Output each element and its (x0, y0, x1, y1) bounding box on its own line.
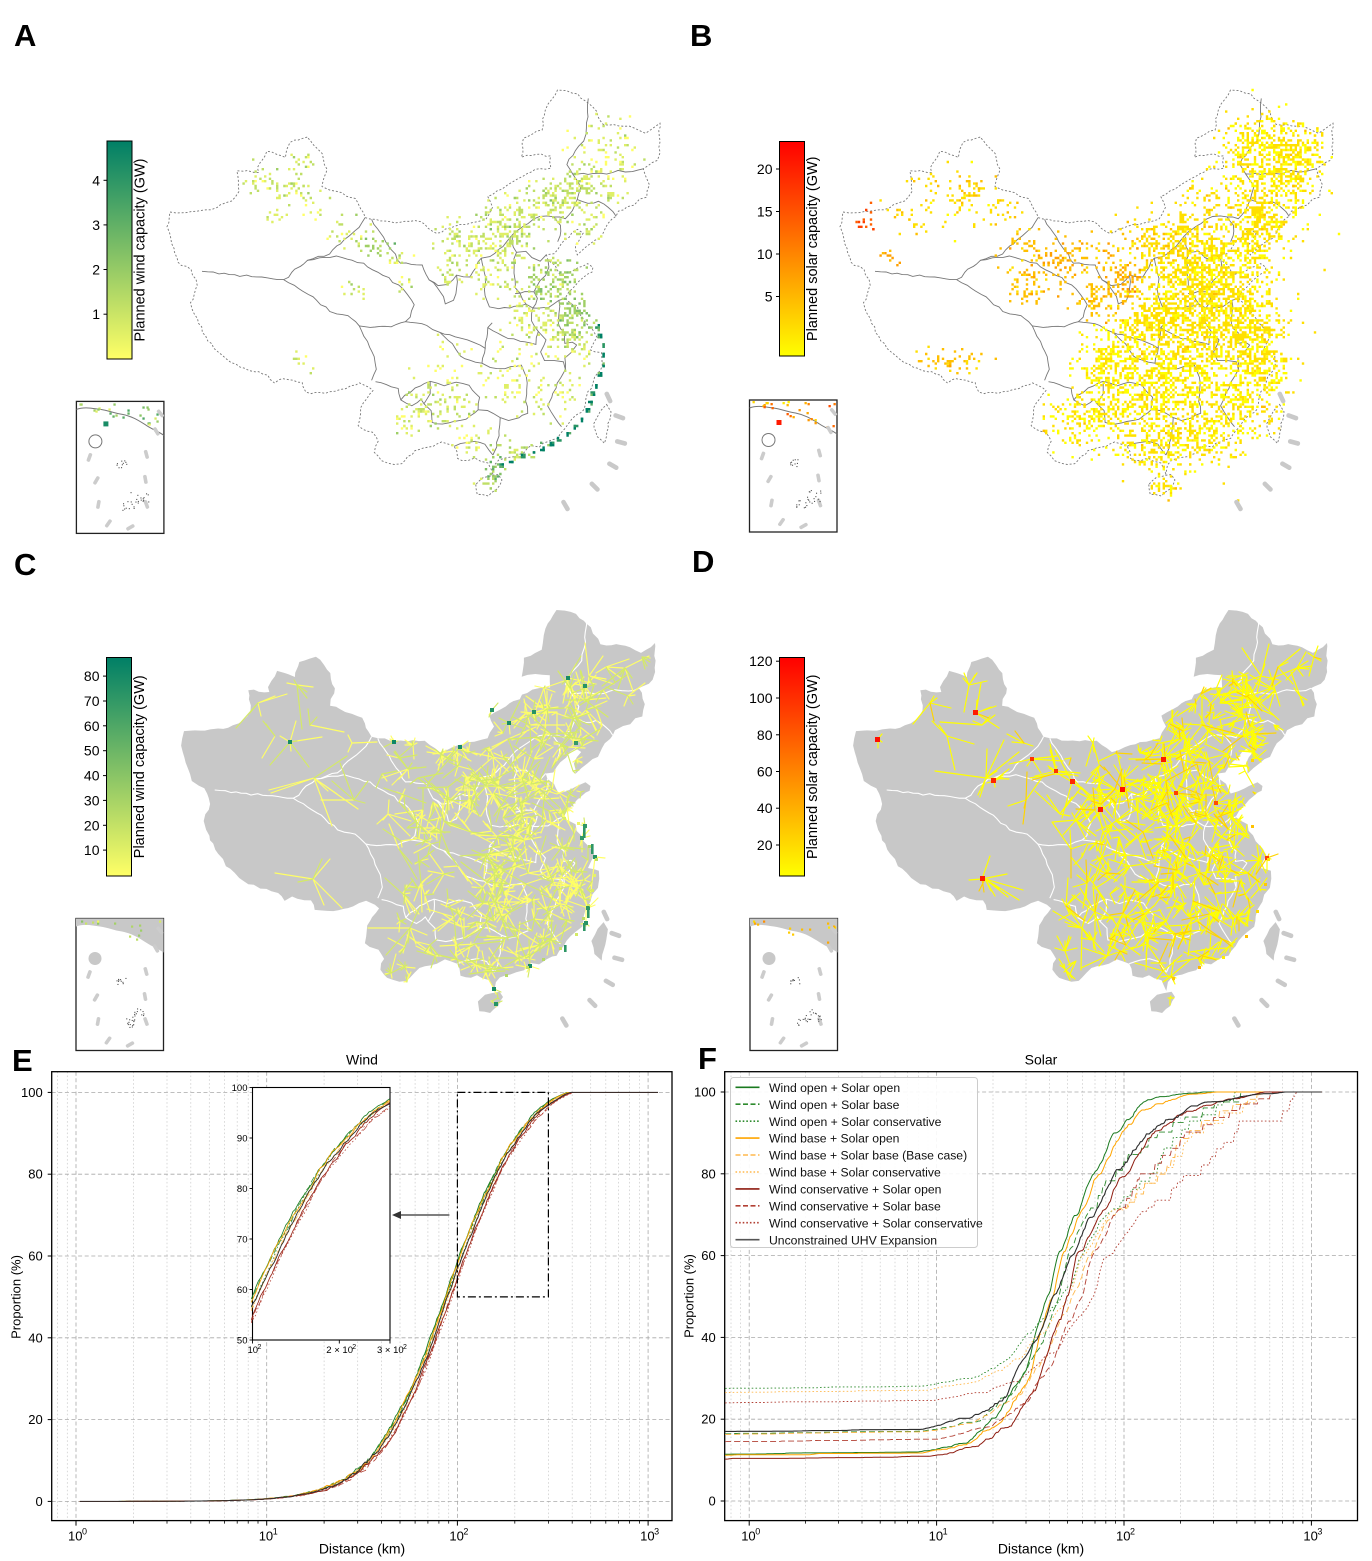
svg-text:50: 50 (84, 743, 100, 759)
svg-text:Wind base + Solar base (Base c: Wind base + Solar base (Base case) (769, 1149, 967, 1163)
svg-text:3 × 10: 3 × 10 (377, 1345, 404, 1356)
svg-text:10: 10 (640, 1529, 654, 1544)
svg-text:B: B (690, 18, 712, 53)
svg-text:4: 4 (92, 172, 100, 188)
svg-text:A: A (14, 18, 36, 53)
svg-text:0: 0 (82, 1527, 87, 1537)
svg-text:10: 10 (1116, 1529, 1130, 1544)
svg-text:10: 10 (757, 246, 773, 262)
svg-text:2: 2 (352, 1344, 356, 1351)
svg-text:3: 3 (1317, 1527, 1322, 1537)
svg-text:20: 20 (757, 837, 773, 853)
svg-text:100: 100 (232, 1083, 248, 1094)
svg-text:3: 3 (92, 217, 100, 233)
svg-text:100: 100 (694, 1085, 716, 1100)
svg-text:2: 2 (258, 1344, 262, 1351)
svg-text:100: 100 (749, 690, 773, 706)
svg-text:60: 60 (84, 718, 100, 734)
svg-text:80: 80 (701, 1166, 715, 1181)
svg-text:100: 100 (21, 1085, 43, 1100)
svg-text:10: 10 (449, 1529, 463, 1544)
svg-text:2: 2 (1130, 1527, 1135, 1537)
svg-text:2 × 10: 2 × 10 (326, 1345, 353, 1356)
svg-text:Planned wind capacity (GW): Planned wind capacity (GW) (133, 159, 149, 342)
svg-text:80: 80 (757, 727, 773, 743)
svg-text:2: 2 (463, 1527, 468, 1537)
svg-text:90: 90 (237, 1134, 248, 1145)
svg-text:Wind conservative + Solar base: Wind conservative + Solar base (769, 1199, 941, 1213)
svg-text:Wind base + Solar open: Wind base + Solar open (769, 1132, 899, 1146)
svg-text:50: 50 (237, 1336, 248, 1347)
svg-text:20: 20 (84, 817, 100, 833)
svg-text:2: 2 (92, 262, 100, 278)
svg-text:Wind open + Solar conservative: Wind open + Solar conservative (769, 1115, 942, 1129)
svg-text:Distance (km): Distance (km) (319, 1541, 405, 1557)
svg-text:70: 70 (84, 693, 100, 709)
svg-text:10: 10 (68, 1529, 82, 1544)
svg-text:80: 80 (28, 1167, 42, 1182)
svg-text:F: F (698, 1041, 717, 1076)
svg-text:Planned wind capacity (GW): Planned wind capacity (GW) (132, 675, 148, 858)
svg-text:E: E (12, 1043, 33, 1078)
svg-text:10: 10 (259, 1529, 273, 1544)
svg-text:60: 60 (701, 1248, 715, 1263)
svg-text:1: 1 (943, 1527, 948, 1537)
svg-text:0: 0 (708, 1494, 715, 1509)
svg-text:0: 0 (35, 1494, 42, 1509)
svg-text:60: 60 (237, 1285, 248, 1296)
svg-text:30: 30 (84, 792, 100, 808)
svg-text:10: 10 (929, 1529, 943, 1544)
svg-text:60: 60 (28, 1249, 42, 1264)
svg-text:10: 10 (1303, 1529, 1317, 1544)
svg-text:5: 5 (765, 289, 773, 305)
svg-text:3: 3 (654, 1527, 659, 1537)
svg-text:15: 15 (757, 204, 773, 220)
svg-text:Wind open + Solar open: Wind open + Solar open (769, 1081, 900, 1095)
svg-text:1: 1 (92, 306, 100, 322)
svg-text:10: 10 (741, 1529, 755, 1544)
svg-text:Unconstrained UHV Expansion: Unconstrained UHV Expansion (769, 1233, 937, 1247)
svg-text:2: 2 (403, 1344, 407, 1351)
svg-text:10: 10 (84, 842, 100, 858)
svg-text:70: 70 (237, 1235, 248, 1246)
svg-text:C: C (14, 547, 36, 582)
svg-text:20: 20 (701, 1412, 715, 1427)
svg-text:20: 20 (757, 161, 773, 177)
svg-text:40: 40 (701, 1330, 715, 1345)
svg-text:80: 80 (84, 668, 100, 684)
svg-text:10: 10 (248, 1345, 259, 1356)
svg-text:Wind: Wind (346, 1052, 378, 1068)
svg-text:40: 40 (84, 768, 100, 784)
svg-text:80: 80 (237, 1184, 248, 1195)
svg-text:Distance (km): Distance (km) (998, 1541, 1084, 1557)
svg-text:Wind conservative + Solar cons: Wind conservative + Solar conservative (769, 1216, 983, 1230)
svg-text:Proportion (%): Proportion (%) (9, 1255, 24, 1339)
svg-text:Wind base + Solar conservative: Wind base + Solar conservative (769, 1166, 941, 1180)
svg-text:Solar: Solar (1025, 1052, 1058, 1068)
svg-text:Wind open + Solar base: Wind open + Solar base (769, 1098, 900, 1112)
svg-text:Planned solar capacity (GW): Planned solar capacity (GW) (805, 156, 821, 341)
svg-text:60: 60 (757, 764, 773, 780)
svg-text:1: 1 (273, 1527, 278, 1537)
svg-text:40: 40 (757, 800, 773, 816)
svg-text:120: 120 (749, 653, 773, 669)
svg-text:20: 20 (28, 1412, 42, 1427)
svg-text:0: 0 (755, 1527, 760, 1537)
svg-text:Wind conservative + Solar open: Wind conservative + Solar open (769, 1183, 941, 1197)
svg-text:40: 40 (28, 1330, 42, 1345)
svg-text:Planned solar capacity (GW): Planned solar capacity (GW) (805, 674, 821, 859)
svg-text:Proportion (%): Proportion (%) (682, 1254, 697, 1338)
svg-text:D: D (692, 544, 714, 579)
